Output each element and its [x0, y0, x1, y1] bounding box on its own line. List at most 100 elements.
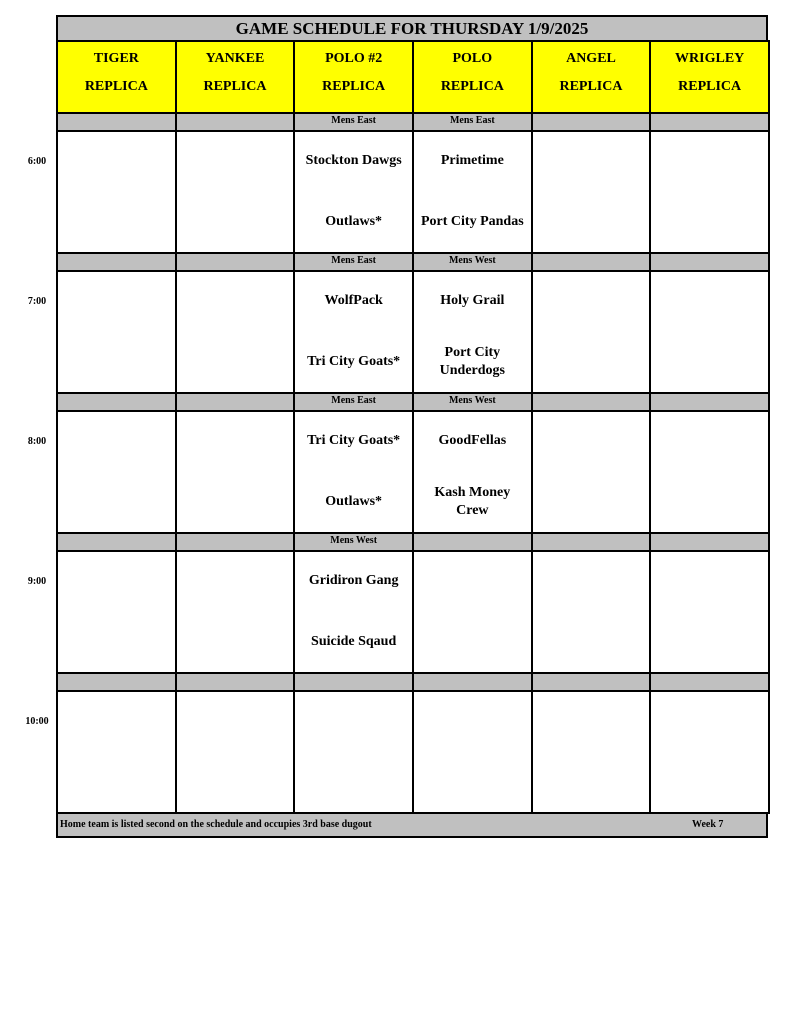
field-header: WRIGLEY REPLICA [649, 40, 770, 114]
division-label [174, 112, 296, 132]
division-label [530, 392, 652, 412]
field-name: ANGEL [566, 51, 616, 66]
field-name: POLO [452, 51, 493, 66]
game-cell: Stockton Dawgs Outlaws* [293, 130, 414, 254]
field-name: YANKEE [205, 51, 265, 66]
home-team: Outlaws* [325, 214, 383, 229]
home-team: Port City Underdogs [439, 345, 505, 378]
division-label [56, 672, 177, 692]
field-header: POLO #2 REPLICA [293, 40, 414, 114]
field-header: YANKEE REPLICA [174, 40, 296, 114]
time-label: 7:00 [27, 296, 47, 307]
division-label: Mens East [293, 112, 414, 132]
field-type: REPLICA [440, 79, 504, 94]
field-type: REPLICA [678, 79, 742, 94]
game-cell: Tri City Goats* Outlaws* [293, 410, 414, 534]
division-label: Mens West [412, 252, 533, 272]
footer-bar: Home team is listed second on the schedu… [56, 812, 768, 838]
field-type: REPLICA [203, 79, 267, 94]
game-cell [530, 690, 652, 814]
time-label: 8:00 [27, 436, 47, 447]
game-cell: GoodFellas Kash Money Crew [412, 410, 533, 534]
division-label [56, 392, 177, 412]
schedule-title: GAME SCHEDULE FOR THURSDAY 1/9/2025 [56, 15, 768, 42]
game-cell [530, 130, 652, 254]
division-label [174, 392, 296, 412]
game-cell [649, 410, 770, 534]
game-cell [649, 690, 770, 814]
game-cell: WolfPack Tri City Goats* [293, 270, 414, 394]
game-cell: Primetime Port City Pandas [412, 130, 533, 254]
field-header: POLO REPLICA [412, 40, 533, 114]
home-team: Suicide Sqaud [311, 634, 397, 649]
division-label: Mens East [293, 392, 414, 412]
game-cell [56, 690, 177, 814]
away-team: Holy Grail [440, 293, 505, 308]
week-label: Week 7 [692, 819, 724, 830]
division-label [412, 672, 533, 692]
division-label [649, 532, 770, 552]
away-team: WolfPack [324, 293, 383, 308]
home-team: Outlaws* [325, 494, 383, 509]
division-label [530, 112, 652, 132]
division-label [174, 672, 296, 692]
game-cell [174, 410, 296, 534]
division-label [649, 672, 770, 692]
field-name: TIGER [93, 51, 139, 66]
game-cell [530, 410, 652, 534]
field-name: POLO #2 [325, 51, 383, 66]
division-label [412, 532, 533, 552]
away-team: Tri City Goats* [307, 433, 401, 448]
division-label: Mens East [412, 112, 533, 132]
game-cell [174, 130, 296, 254]
game-cell [293, 690, 414, 814]
division-label [530, 532, 652, 552]
division-label [649, 252, 770, 272]
field-name: WRIGLEY [675, 51, 745, 66]
home-team: Kash Money Crew [434, 485, 511, 518]
away-team: Gridiron Gang [308, 573, 399, 588]
field-header: TIGER REPLICA [56, 40, 177, 114]
time-label: 6:00 [27, 156, 47, 167]
division-label [649, 392, 770, 412]
division-label: Mens West [412, 392, 533, 412]
time-label: 10:00 [25, 716, 49, 727]
game-cell: Gridiron Gang Suicide Sqaud [293, 550, 414, 674]
time-label: 9:00 [27, 576, 47, 587]
game-cell [649, 270, 770, 394]
home-team: Port City Pandas [420, 214, 524, 229]
game-cell [412, 550, 533, 674]
game-cell [56, 550, 177, 674]
division-label [56, 112, 177, 132]
away-team: Stockton Dawgs [305, 153, 402, 168]
field-type: REPLICA [559, 79, 623, 94]
division-label: Mens West [293, 532, 414, 552]
game-cell [56, 270, 177, 394]
division-label [56, 252, 177, 272]
division-label [649, 112, 770, 132]
division-label [56, 532, 177, 552]
field-type: REPLICA [84, 79, 148, 94]
home-team: Tri City Goats* [307, 354, 401, 369]
division-label [530, 252, 652, 272]
game-cell [174, 550, 296, 674]
game-cell [649, 550, 770, 674]
game-cell [174, 270, 296, 394]
away-team: GoodFellas [438, 433, 507, 448]
game-cell [174, 690, 296, 814]
division-label [174, 532, 296, 552]
footer-note: Home team is listed second on the schedu… [60, 819, 372, 830]
game-cell [649, 130, 770, 254]
field-type: REPLICA [322, 79, 386, 94]
division-label: Mens East [293, 252, 414, 272]
game-cell [412, 690, 533, 814]
game-cell [56, 130, 177, 254]
division-label [293, 672, 414, 692]
game-cell [56, 410, 177, 534]
game-cell: Holy Grail Port City Underdogs [412, 270, 533, 394]
field-header: ANGEL REPLICA [530, 40, 652, 114]
division-label [530, 672, 652, 692]
away-team: Primetime [440, 153, 504, 168]
game-cell [530, 270, 652, 394]
